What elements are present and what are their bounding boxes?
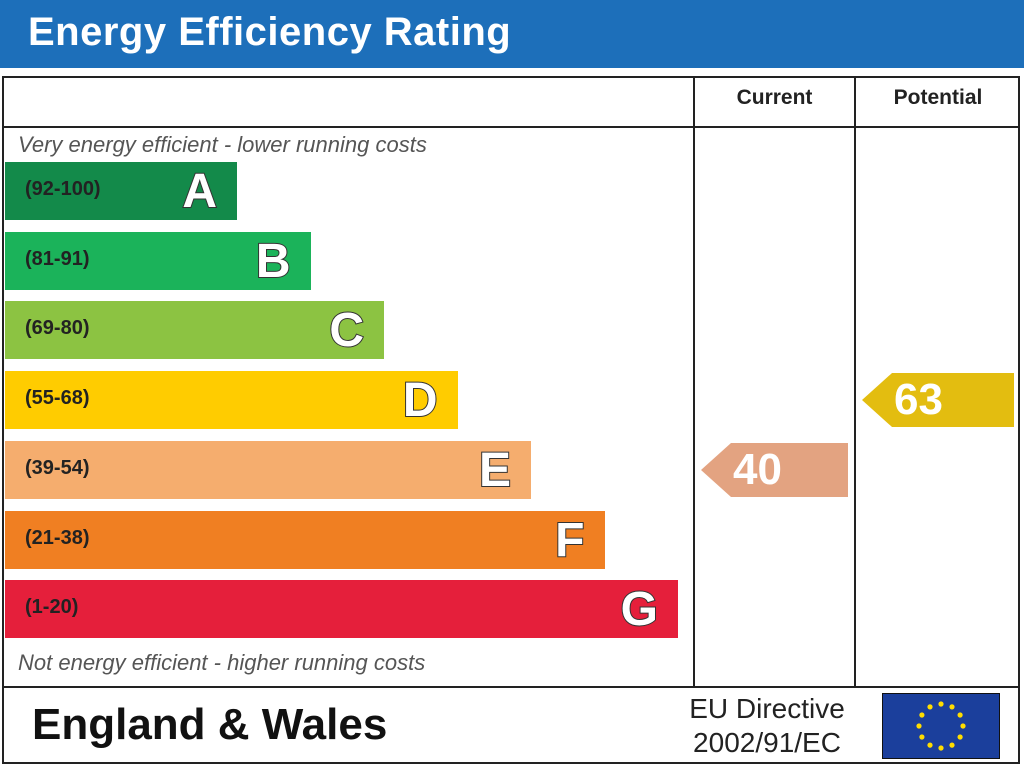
note-inefficient: Not energy efficient - higher running co… (18, 650, 426, 675)
band-a: (92-100) A (5, 162, 237, 220)
header-bar: Energy Efficiency Rating (0, 0, 1024, 68)
flag-star (938, 745, 944, 751)
flag-star (960, 723, 966, 729)
band-d: (55-68) D (5, 371, 458, 430)
note-efficient: Very energy efficient - lower running co… (18, 132, 427, 157)
current-rating-value: 40 (733, 444, 782, 494)
band-range-label: (39-54) (25, 456, 90, 479)
directive-line-1: EU Directive (689, 693, 845, 724)
band-b: (81-91) B (5, 231, 311, 290)
band-range-label: (81-91) (25, 247, 90, 270)
directive-line-2: 2002/91/EC (693, 727, 841, 758)
flag-star (916, 723, 922, 729)
flag-star (927, 742, 933, 748)
region-label: England & Wales (32, 700, 388, 749)
flag-star (949, 742, 955, 748)
band-letter: B (255, 234, 292, 289)
band-letter: D (402, 373, 439, 428)
flag-star (949, 704, 955, 710)
band-c: (69-80) C (5, 301, 384, 360)
page-title: Energy Efficiency Rating (28, 10, 512, 54)
flag-star (938, 701, 944, 707)
flag-star (957, 712, 963, 718)
divider-potential (854, 76, 856, 688)
current-pointer-arrow (701, 442, 848, 497)
eu-flag-icon (881, 692, 1001, 760)
potential-pointer-arrow (862, 373, 1014, 428)
column-header-potential: Potential (893, 86, 983, 109)
footer-divider (2, 686, 1020, 688)
band-e: (39-54) E (5, 440, 531, 499)
band-letter: A (181, 164, 218, 219)
flag-star (927, 704, 933, 710)
divider-current (693, 76, 695, 688)
band-letter: C (328, 303, 365, 358)
band-range-label: (69-80) (25, 317, 90, 340)
band-range-label: (92-100) (25, 178, 101, 200)
current-rating-pointer: 40 (701, 442, 848, 497)
band-g: (1-20) G (5, 580, 678, 639)
band-range-label: (55-68) (25, 387, 90, 410)
band-letter: E (478, 443, 512, 498)
potential-rating-value: 63 (894, 375, 943, 425)
band-letter: G (620, 582, 659, 637)
band-letter: F (554, 513, 585, 568)
flag-star (919, 734, 925, 740)
potential-rating-pointer: 63 (862, 373, 1014, 428)
band-range-label: (1-20) (25, 596, 79, 619)
band-f: (21-38) F (5, 510, 605, 569)
header-row-divider (2, 126, 1020, 128)
flag-star (919, 712, 925, 718)
band-range-label: (21-38) (25, 526, 90, 549)
rating-table-frame (2, 76, 1020, 764)
column-header-current: Current (736, 86, 813, 109)
flag-star (957, 734, 963, 740)
